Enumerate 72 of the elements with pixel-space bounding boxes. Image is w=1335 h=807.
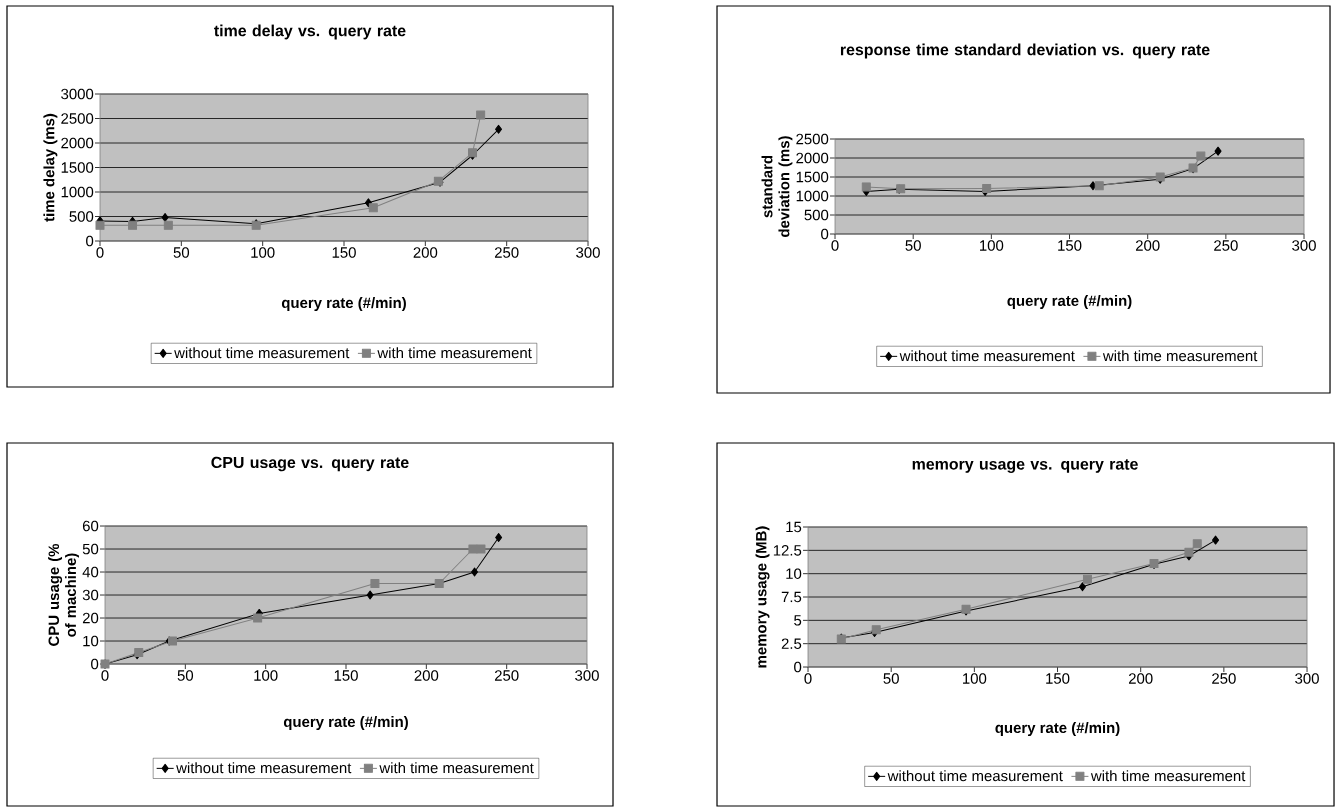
y-tick-label: 20	[82, 612, 99, 624]
x-tick-label: 300	[1295, 673, 1319, 684]
y-axis-title: standard deviation (ms)	[761, 136, 793, 237]
x-tick-label: 250	[494, 670, 519, 681]
y-tick-label: 5	[794, 615, 802, 626]
y-tick-label: 7.5	[781, 591, 802, 603]
legend-label: without time measurement	[899, 350, 1075, 362]
y-tick-label: 1000	[61, 186, 94, 198]
y-tick-label: 40	[82, 566, 99, 578]
y-axis-title: memory usage (MB)	[755, 526, 770, 668]
x-tick-label: 200	[414, 670, 439, 681]
chart-title: memory usage vs. query rate	[912, 459, 1138, 473]
legend-label: with time measurement	[377, 347, 532, 359]
legend-label: without time measurement	[887, 770, 1063, 782]
y-tick-label: 500	[804, 209, 829, 221]
y-tick-label: 30	[82, 589, 99, 601]
x-tick-label: 0	[831, 240, 839, 251]
y-tick-label: 2500	[796, 133, 829, 145]
x-tick-label: 50	[177, 670, 194, 681]
x-tick-label: 300	[575, 670, 599, 681]
x-tick-label: 50	[173, 247, 190, 258]
x-tick-label: 50	[883, 673, 899, 684]
y-tick-label: 3000	[61, 88, 94, 100]
x-tick-label: 150	[1046, 673, 1070, 684]
y-tick-label: 60	[82, 520, 99, 532]
x-tick-label: 200	[413, 247, 438, 258]
y-tick-label: 0	[821, 228, 829, 240]
y-tick-label: 2500	[61, 113, 94, 124]
legend-label: with time measurement	[379, 762, 534, 774]
legend-label: without time measurement	[176, 762, 352, 774]
x-axis-title: query rate (#/min)	[283, 716, 408, 730]
y-tick-label: 2.5	[781, 638, 802, 649]
x-tick-label: 250	[494, 247, 519, 258]
y-tick-label: 1500	[61, 162, 94, 173]
y-tick-label: 50	[82, 543, 99, 555]
x-axis-title: query rate (#/min)	[1007, 295, 1132, 309]
x-tick-label: 50	[905, 240, 921, 251]
x-tick-label: 300	[1292, 240, 1316, 251]
x-tick-label: 200	[1128, 673, 1153, 684]
y-tick-label: 10	[786, 568, 802, 579]
x-tick-label: 250	[1212, 673, 1236, 684]
x-tick-label: 150	[334, 670, 358, 681]
y-tick-label: 0	[91, 658, 99, 670]
x-tick-label: 150	[1058, 240, 1082, 251]
y-tick-label: 12.5	[773, 545, 802, 556]
x-axis-title: query rate (#/min)	[281, 297, 406, 311]
y-tick-label: 2000	[61, 137, 94, 149]
y-tick-label: 1000	[796, 190, 829, 202]
x-tick-label: 100	[963, 673, 987, 684]
y-tick-label: 15	[786, 521, 802, 533]
y-axis-title: CPU usage (% of machine)	[48, 543, 79, 646]
legend-label: with time measurement	[1102, 350, 1258, 362]
y-tick-label: 10	[83, 635, 99, 647]
x-tick-label: 300	[576, 247, 600, 258]
x-tick-label: 100	[251, 247, 275, 258]
chart-title: response time standard deviation vs. query rate	[840, 43, 1210, 59]
y-tick-label: 0	[794, 661, 802, 673]
x-tick-label: 150	[332, 247, 356, 258]
x-tick-label: 250	[1214, 240, 1238, 251]
x-tick-label: 100	[254, 670, 278, 681]
y-tick-label: 1500	[796, 171, 829, 183]
y-axis-title: time delay (ms)	[43, 113, 58, 222]
y-tick-label: 2000	[796, 152, 829, 164]
x-tick-label: 100	[980, 240, 1004, 251]
chart-title: time delay vs. query rate	[214, 24, 406, 40]
y-tick-label: 500	[69, 211, 94, 222]
legend-label: with time measurement	[1090, 770, 1246, 782]
x-axis-title: query rate (#/min)	[995, 722, 1120, 736]
legend-label: without time measurement	[174, 347, 350, 359]
x-tick-label: 200	[1135, 240, 1160, 251]
x-tick-label: 0	[101, 670, 109, 681]
chart-title: CPU usage vs. query rate	[211, 456, 409, 472]
